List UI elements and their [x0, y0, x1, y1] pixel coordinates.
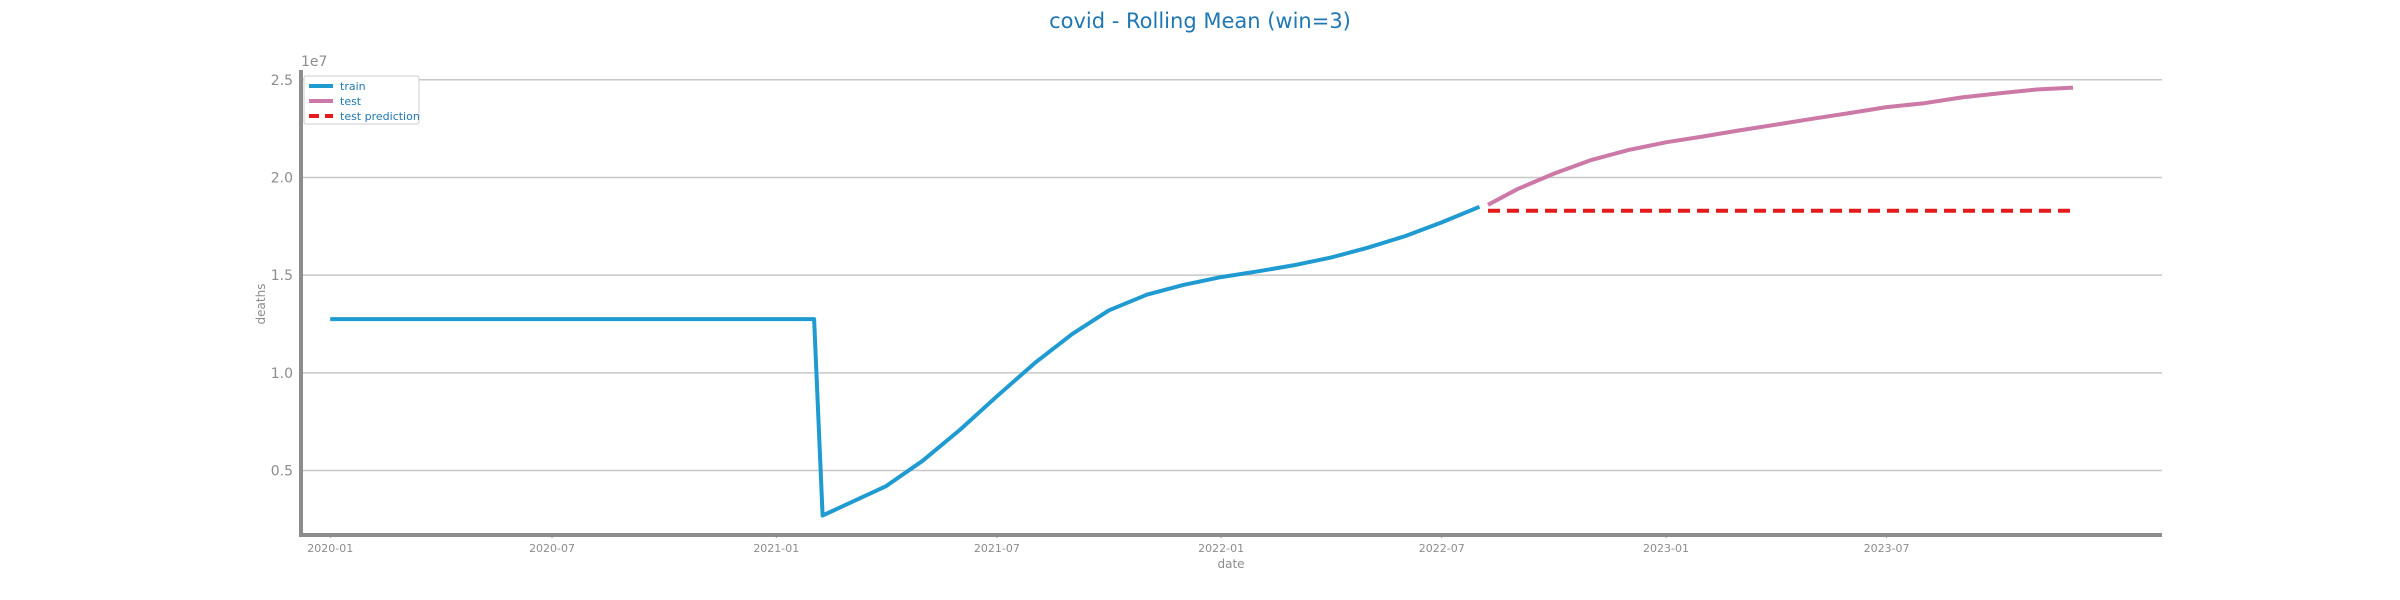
legend-label-test-prediction: test prediction — [340, 110, 420, 123]
series-line-test — [1487, 85, 2074, 207]
x-tick-label: 2023-01 — [1643, 542, 1689, 555]
axes — [299, 70, 2162, 537]
x-tick-label: 2023-07 — [1864, 542, 1910, 555]
x-tick-label: 2020-01 — [307, 542, 353, 555]
y-offset-label: 1e7 — [301, 54, 327, 70]
y-tick-label: 1.0 — [271, 366, 293, 382]
y-ticks: 0.5 1.0 1.5 2.0 2.5 — [271, 73, 293, 480]
x-tick-label: 2021-07 — [974, 542, 1020, 555]
x-axis-label: date — [1217, 557, 1244, 571]
series-line-train — [330, 204, 1481, 518]
legend-label-test: test — [340, 95, 362, 108]
y-tick-label: 2.5 — [271, 73, 293, 89]
x-tick-label: 2021-01 — [753, 542, 799, 555]
chart-title: covid - Rolling Mean (win=3) — [1049, 9, 1351, 33]
y-tick-label: 2.0 — [271, 170, 293, 186]
legend-label-train: train — [340, 80, 366, 93]
x-tick-label: 2022-01 — [1198, 542, 1244, 555]
y-axis-label: deaths — [254, 284, 268, 325]
y-tick-label: 0.5 — [271, 464, 293, 480]
series — [330, 85, 2074, 518]
legend: train test test prediction — [303, 75, 420, 125]
x-tick-label: 2020-07 — [529, 542, 575, 555]
x-tick-label: 2022-07 — [1419, 542, 1465, 555]
x-ticks: 2020-01 2020-07 2021-01 2021-07 2022-01 2022-… — [307, 535, 1910, 555]
y-tick-label: 1.5 — [271, 268, 293, 284]
